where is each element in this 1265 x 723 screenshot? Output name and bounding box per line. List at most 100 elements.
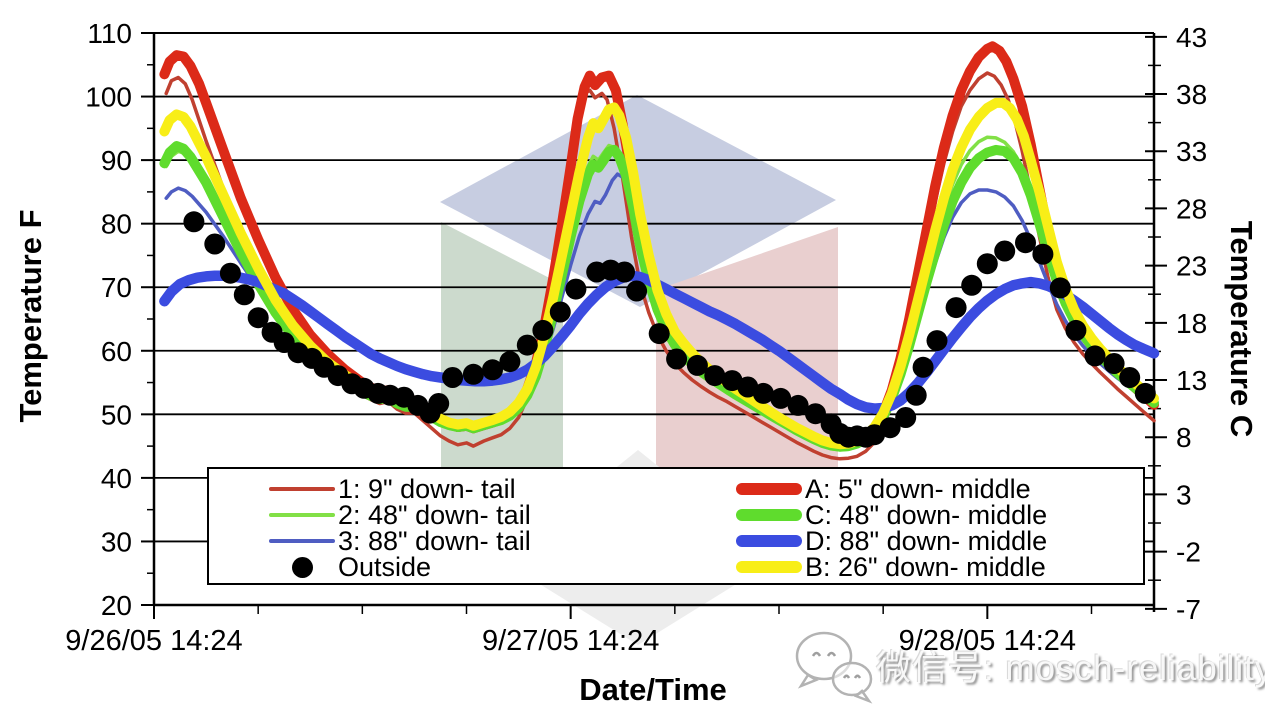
legend-label: B: 26" down- middle (805, 551, 1046, 582)
data-point (945, 297, 967, 319)
legend-swatch-shape (269, 513, 335, 517)
legend-entry-B: B: 26" down- middle (676, 551, 1143, 582)
legend-entry-A: A: 5" down- middle (676, 473, 1143, 504)
y-right-tick-label: 23 (1176, 251, 1207, 282)
data-point (233, 284, 255, 306)
legend-entry-2: 2: 48" down- tail (209, 499, 676, 530)
y-axis-title-right: Temperature C (1224, 220, 1259, 438)
legend-label: 2: 48" down- tail (338, 499, 531, 530)
y-left-tick-label: 100 (85, 82, 132, 113)
legend-swatch-shape (736, 483, 802, 495)
y-left-tick-label: 40 (101, 463, 132, 494)
legend-column: A: 5" down- middle C: 48" down- middle D: … (676, 469, 1143, 583)
data-point (204, 233, 226, 255)
data-point (1032, 243, 1054, 265)
x-tick-label: 9/26/05 14:24 (65, 625, 242, 657)
y-right-tick-label: 18 (1176, 308, 1207, 339)
y-axis-right-ticks: 43 38 33 28 23 18 13 8 3 -2 -7 (1145, 22, 1207, 625)
data-point (428, 393, 450, 414)
legend-entry-D: D: 88" down- middle (676, 525, 1143, 556)
legend-marker-icon (269, 556, 335, 578)
y-right-tick-label: 3 (1176, 479, 1192, 510)
legend-line-icon (269, 513, 335, 517)
legend-line-icon (736, 483, 802, 495)
x-tick-label: 9/28/05 14:24 (899, 625, 1076, 657)
data-point (721, 370, 743, 392)
data-point (183, 211, 205, 233)
legend-swatch-shape (269, 539, 335, 543)
legend-label: D: 88" down- middle (805, 525, 1048, 556)
legend-label: 1: 9" down- tail (338, 473, 516, 504)
data-point (219, 262, 241, 284)
data-point (516, 334, 538, 356)
data-point (666, 348, 688, 370)
legend-entry-Outside: Outside (209, 551, 676, 582)
data-point (1015, 232, 1036, 254)
data-point (1065, 319, 1087, 341)
legend-label: 3: 88" down- tail (338, 525, 531, 556)
y-left-tick-label: 60 (101, 336, 132, 367)
data-point (770, 387, 792, 409)
chart-legend: 1: 9" down- tail 2: 48" down- tail 3: 88" … (207, 467, 1145, 585)
legend-entry-1: 1: 9" down- tail (209, 473, 676, 504)
x-tick-label: 9/27/05 14:24 (482, 625, 659, 657)
data-point (1103, 353, 1125, 374)
legend-label: A: 5" down- middle (805, 473, 1031, 504)
y-axis-left-ticks: 110 100 90 80 70 60 50 40 30 20 (85, 18, 154, 621)
legend-swatch-shape (736, 561, 802, 573)
legend-line-icon (269, 487, 335, 491)
y-left-tick-label: 110 (87, 18, 132, 49)
data-point (626, 280, 648, 302)
data-point (462, 363, 484, 385)
data-point (499, 351, 521, 373)
data-point (549, 301, 571, 323)
x-axis-ticks: 9/26/05 14:24 9/27/05 14:24 9/28/05 14:24 (65, 605, 1093, 657)
series-scatter-Outside (183, 211, 1156, 448)
legend-swatch-shape (291, 556, 313, 578)
data-point (1049, 277, 1071, 299)
x-axis-title: Date/Time (579, 672, 727, 707)
data-point (686, 354, 708, 376)
data-point (565, 278, 587, 300)
legend-label: C: 48" down- middle (805, 499, 1048, 530)
y-left-tick-label: 30 (101, 526, 132, 557)
data-point (879, 417, 901, 439)
legend-line-icon (736, 535, 802, 547)
legend-line-icon (269, 539, 335, 543)
y-left-tick-label: 20 (101, 590, 132, 621)
data-point (648, 323, 670, 345)
data-point (704, 365, 726, 387)
data-point (787, 394, 809, 416)
legend-swatch-shape (736, 535, 802, 547)
data-point (805, 403, 826, 425)
legend-swatch-shape (736, 509, 802, 521)
data-point (926, 330, 948, 352)
data-point (961, 274, 983, 296)
y-right-tick-label: 33 (1176, 136, 1207, 167)
legend-line-icon (736, 509, 802, 521)
legend-label: Outside (338, 551, 432, 582)
data-point (532, 319, 554, 341)
y-right-tick-label: 43 (1176, 22, 1207, 53)
series-line-1 (164, 71, 1156, 461)
y-right-tick-label: -2 (1176, 537, 1201, 568)
data-point (614, 261, 635, 283)
data-point (442, 367, 464, 388)
data-point (1119, 367, 1141, 388)
legend-line-icon (736, 561, 802, 573)
data-point (994, 240, 1016, 262)
y-right-tick-label: 13 (1176, 365, 1207, 396)
y-right-tick-label: 8 (1176, 422, 1192, 453)
data-point (482, 359, 503, 381)
y-right-tick-label: -7 (1176, 594, 1201, 625)
y-left-tick-label: 90 (101, 145, 132, 176)
legend-swatch-shape (269, 487, 335, 491)
data-point (1084, 345, 1106, 367)
y-right-tick-label: 38 (1176, 79, 1207, 110)
y-left-tick-label: 50 (101, 399, 132, 430)
data-point (247, 307, 269, 329)
legend-entry-3: 3: 88" down- tail (209, 525, 676, 556)
y-left-tick-label: 70 (101, 272, 132, 303)
y-axis-title-left: Temperature F (13, 209, 48, 423)
